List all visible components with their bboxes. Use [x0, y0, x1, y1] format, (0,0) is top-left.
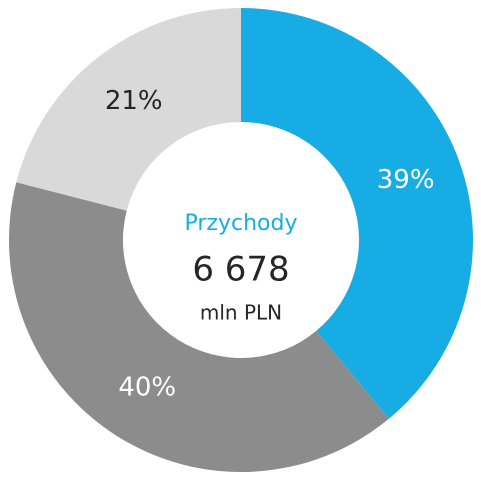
donut-segment	[241, 8, 473, 419]
data-label: 40%	[118, 372, 176, 402]
data-label: 21%	[105, 86, 163, 116]
center-title: Przychody	[185, 211, 298, 236]
center-unit: mln PLN	[200, 301, 282, 325]
data-label: 39%	[377, 165, 435, 195]
donut-segment	[8, 182, 389, 472]
donut-segment	[16, 8, 241, 211]
center-value: 6 678	[192, 250, 289, 290]
